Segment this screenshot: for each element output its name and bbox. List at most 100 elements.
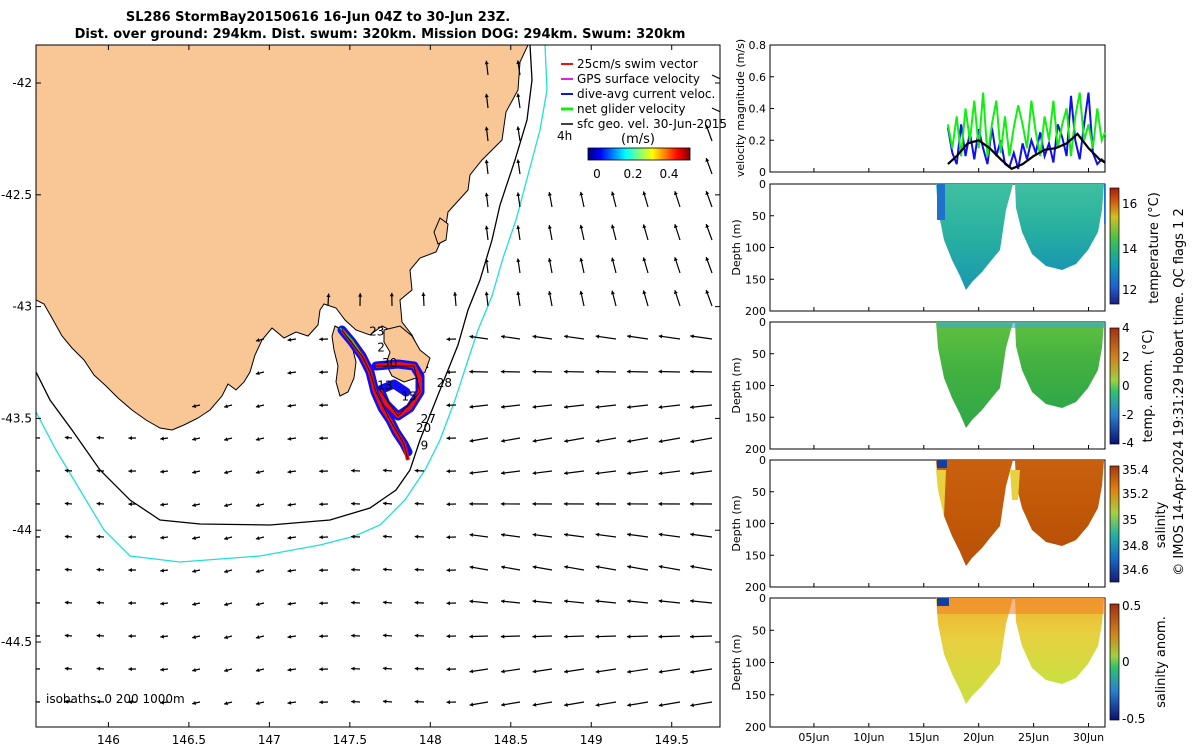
time-tick-0: 05Jun	[798, 731, 829, 744]
sfc-arrowhead-163	[516, 93, 521, 98]
sa-tick-05: 0.5	[1122, 599, 1141, 613]
sfc-arrow-243	[626, 635, 649, 638]
sfc-arrowhead-92	[319, 403, 323, 408]
temp-tick-12: 12	[1122, 283, 1137, 297]
sfc-arrowhead-165	[516, 159, 521, 164]
sec1-ytick-1: 50	[752, 348, 766, 361]
sfc-arrowhead-93	[319, 436, 323, 441]
sfc-arrowhead-233	[642, 290, 647, 295]
sfc-arrowhead-230	[642, 191, 647, 196]
sec0-ytick-4: 200	[745, 305, 766, 318]
sfc-arrowhead-131	[446, 370, 451, 375]
sfc-arrowhead-241	[627, 564, 632, 569]
legend-gps-velocity: GPS surface velocity	[577, 72, 700, 86]
sfc-arrowhead-255	[658, 501, 662, 506]
sfc-arrowhead-258	[658, 599, 663, 604]
temp-tick-16: 16	[1122, 197, 1137, 211]
day-label-2: 30	[382, 356, 397, 370]
sfc-arrowhead-191	[532, 501, 536, 506]
legend-time-label: 4h	[557, 129, 572, 143]
sfc-arrowhead-109	[351, 666, 355, 671]
sfc-arrowhead-38	[160, 502, 164, 507]
land-maria-island	[433, 217, 449, 245]
sfc-arrowhead-205	[564, 438, 568, 443]
sfc-arrowhead-216	[610, 257, 615, 262]
sfc-arrowhead-268	[705, 257, 710, 261]
sfc-arrow-254	[658, 470, 681, 475]
ta-tick-m4: -4	[1122, 436, 1134, 450]
sfc-arrowhead-33	[128, 634, 132, 639]
sfc-arrowhead-113	[382, 501, 387, 506]
legend-swim-vector: 25cm/s swim vector	[577, 57, 698, 71]
sfc-arrowhead-270	[690, 334, 694, 339]
sfc-arrowhead-141	[446, 700, 451, 705]
sec3-ytick-1: 50	[752, 624, 766, 637]
sfc-arrowhead-149	[484, 291, 489, 296]
sfc-arrowhead-121	[414, 468, 419, 473]
temperature-field-2	[1015, 184, 1104, 270]
sfc-arrowhead-85	[287, 601, 292, 606]
sfc-arrow-218	[595, 335, 617, 340]
sfc-arrowhead-135	[446, 502, 451, 507]
sfc-arrowhead-29	[128, 502, 132, 507]
sfc-arrowhead-156	[469, 532, 474, 538]
sfc-arrowhead-41	[160, 601, 164, 606]
ta-tick-4: 4	[1122, 321, 1130, 335]
sfc-arrow-270	[690, 335, 713, 340]
sfc-arrowhead-43	[160, 667, 164, 672]
sfc-arrowhead-214	[610, 191, 615, 196]
sfc-arrowhead-53	[192, 667, 197, 672]
isobath-200	[36, 45, 533, 526]
sfc-arrowhead-166	[516, 192, 521, 197]
sec1-ytick-2: 100	[745, 380, 766, 393]
sec3-ytick-4: 200	[745, 721, 766, 734]
sfc-arrowhead-12	[64, 534, 69, 539]
sfc-arrowhead-123	[414, 534, 419, 539]
sfc-arrowhead-71	[255, 536, 260, 541]
sfc-arrowhead-280	[690, 669, 694, 674]
sfc-arrow-220	[595, 404, 617, 408]
sfc-arrow-228	[595, 668, 617, 673]
map-ytick-3: -43.5	[1, 411, 32, 425]
sfc-arrowhead-81	[287, 469, 292, 474]
sfc-arrowhead-56	[224, 437, 228, 442]
sfc-arrowhead-91	[319, 370, 323, 375]
sfc-arrowhead-275	[690, 501, 694, 506]
sfc-arrowhead-128	[414, 699, 419, 704]
sfc-arrowhead-106	[351, 567, 355, 572]
day-label-6: 27	[421, 412, 436, 426]
sfc-arrow-224	[595, 533, 617, 538]
sfc-arrowhead-26	[96, 699, 101, 704]
sfc-arrowhead-196	[532, 669, 537, 674]
sfc-arrow-273	[690, 437, 713, 443]
sfc-arrowhead-42	[160, 634, 164, 639]
temperature-colorbar	[1109, 187, 1120, 305]
sfc-arrowhead-74	[255, 635, 260, 640]
map-xtick-1: 146.5	[172, 733, 206, 747]
sec2-ytick-1: 50	[752, 486, 766, 499]
title-line-1: SL286 StormBay20150616 16-Jun 04Z to 30-…	[126, 10, 510, 25]
sfc-arrowhead-169	[516, 291, 521, 296]
sfc-arrowhead-36	[160, 436, 164, 441]
sfc-arrowhead-10	[64, 468, 69, 473]
salinity-surface-fresh	[937, 460, 947, 468]
sfc-arrowhead-46	[192, 436, 197, 441]
sfc-arrowhead-115	[382, 567, 387, 572]
sfc-arrowhead-147	[484, 225, 489, 230]
sfc-arrowhead-242	[627, 599, 631, 604]
sfc-arrowhead-177	[501, 565, 505, 570]
sfc-arrowhead-90	[319, 337, 323, 342]
sfc-arrowhead-249	[673, 290, 678, 295]
sfc-arrow-244	[627, 668, 649, 673]
sfc-arrowhead-194	[532, 599, 537, 604]
sal-tick-346: 34.6	[1122, 563, 1149, 577]
ts-ytick-0: 0	[759, 166, 766, 179]
sfc-arrowhead-138	[446, 601, 451, 606]
sfc-arrowhead-76	[255, 701, 260, 706]
sal-anom-surface	[937, 598, 1105, 614]
sfc-arrowhead-271	[690, 369, 694, 374]
sfc-arrow-221	[595, 437, 617, 443]
sfc-arrowhead-136	[446, 535, 451, 540]
sal-anom-field-1	[936, 598, 1013, 704]
